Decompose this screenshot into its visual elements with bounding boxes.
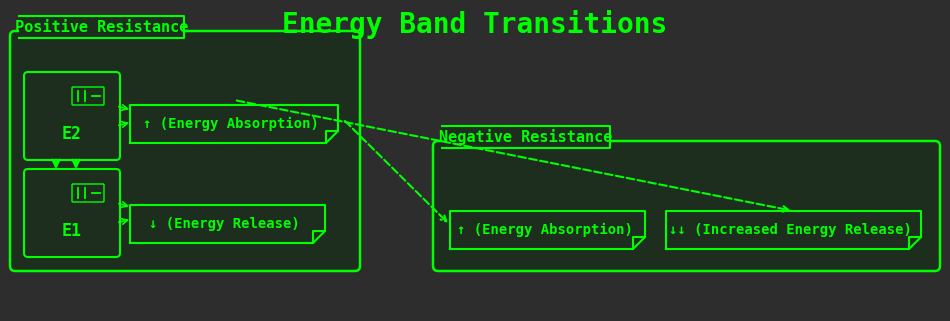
Polygon shape xyxy=(666,211,921,249)
Text: ↓↓ (Increased Energy Release): ↓↓ (Increased Energy Release) xyxy=(669,223,912,237)
Text: Positive Resistance: Positive Resistance xyxy=(15,20,188,34)
FancyBboxPatch shape xyxy=(72,184,104,202)
Polygon shape xyxy=(19,16,184,38)
Polygon shape xyxy=(130,205,325,243)
Text: ↓ (Energy Release): ↓ (Energy Release) xyxy=(149,217,300,231)
FancyBboxPatch shape xyxy=(24,169,120,257)
Text: ↑ (Energy Absorption): ↑ (Energy Absorption) xyxy=(143,117,319,131)
Text: Energy Band Transitions: Energy Band Transitions xyxy=(282,10,668,39)
FancyBboxPatch shape xyxy=(433,141,940,271)
FancyBboxPatch shape xyxy=(24,72,120,160)
Text: Negative Resistance: Negative Resistance xyxy=(439,129,613,145)
Polygon shape xyxy=(442,126,610,148)
Text: E1: E1 xyxy=(62,222,82,240)
Polygon shape xyxy=(130,105,338,143)
Polygon shape xyxy=(450,211,645,249)
Text: E2: E2 xyxy=(62,125,82,143)
FancyBboxPatch shape xyxy=(72,87,104,105)
FancyBboxPatch shape xyxy=(10,31,360,271)
Text: ↑ (Energy Absorption): ↑ (Energy Absorption) xyxy=(457,223,633,237)
